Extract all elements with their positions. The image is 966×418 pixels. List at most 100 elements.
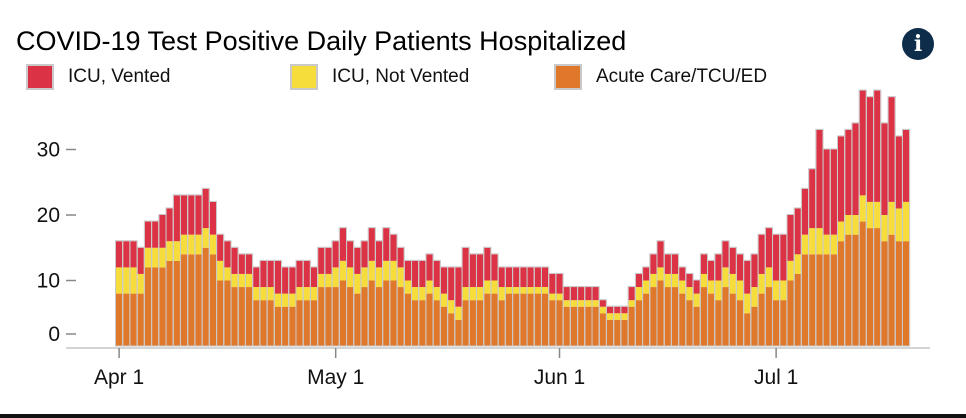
day-bar[interactable] [483, 246, 492, 347]
bar-segment-icu-not-vented[interactable] [491, 280, 498, 294]
day-bar[interactable] [634, 272, 644, 347]
bar-segment-icu-vented[interactable] [773, 234, 780, 281]
bar-segment-icu-not-vented[interactable] [289, 293, 296, 307]
bar-segment-icu-not-vented[interactable] [838, 221, 845, 242]
bar-segment-icu-vented[interactable] [144, 221, 152, 248]
day-bar[interactable] [353, 246, 362, 347]
bar-segment-icu-not-vented[interactable] [130, 267, 137, 294]
bar-segment-icu-not-vented[interactable] [563, 300, 570, 307]
bar-segment-acute-care[interactable] [484, 293, 491, 346]
bar-segment-icu-not-vented[interactable] [166, 241, 173, 261]
bar-segment-acute-care[interactable] [816, 254, 823, 346]
bar-segment-acute-care[interactable] [809, 254, 816, 346]
bar-segment-acute-care[interactable] [780, 300, 787, 346]
bar-segment-acute-care[interactable] [686, 300, 693, 346]
bar-segment-icu-not-vented[interactable] [347, 267, 354, 288]
day-bar[interactable] [620, 305, 629, 347]
bar-segment-icu-not-vented[interactable] [809, 228, 816, 255]
bar-segment-icu-vented[interactable] [859, 90, 866, 196]
legend-item-icu-vented[interactable]: ICU, Vented [26, 64, 170, 90]
bar-segment-icu-vented[interactable] [231, 247, 238, 274]
day-bar[interactable] [216, 233, 225, 347]
bar-segment-acute-care[interactable] [282, 306, 289, 346]
bar-segment-acute-care[interactable] [426, 293, 433, 346]
bar-segment-icu-not-vented[interactable] [585, 300, 592, 307]
bar-segment-icu-not-vented[interactable] [469, 287, 476, 301]
bar-segment-icu-not-vented[interactable] [686, 287, 693, 301]
bar-segment-icu-vented[interactable] [563, 287, 570, 301]
bar-segment-acute-care[interactable] [159, 267, 166, 346]
bar-segment-icu-not-vented[interactable] [144, 247, 152, 268]
day-bar[interactable] [346, 240, 355, 347]
bar-segment-icu-not-vented[interactable] [123, 267, 130, 294]
bar-segment-acute-care[interactable] [664, 287, 671, 346]
bar-segment-icu-not-vented[interactable] [188, 234, 195, 255]
bar-segment-acute-care[interactable] [671, 287, 679, 346]
bar-segment-acute-care[interactable] [578, 306, 585, 346]
bar-segment-icu-vented[interactable] [541, 267, 549, 288]
bar-segment-acute-care[interactable] [599, 313, 606, 346]
day-bar[interactable] [851, 122, 860, 347]
bar-segment-icu-vented[interactable] [809, 169, 816, 229]
bar-segment-icu-not-vented[interactable] [397, 267, 404, 288]
bar-segment-icu-vented[interactable] [253, 267, 260, 288]
bar-segment-acute-care[interactable] [643, 293, 650, 346]
bar-segment-icu-not-vented[interactable] [606, 313, 614, 320]
bar-segment-icu-not-vented[interactable] [859, 195, 866, 222]
bar-segment-icu-not-vented[interactable] [231, 273, 238, 288]
bar-segment-acute-care[interactable] [874, 228, 881, 346]
bar-segment-icu-vented[interactable] [440, 267, 448, 294]
bar-segment-icu-vented[interactable] [260, 260, 267, 288]
bar-segment-icu-not-vented[interactable] [448, 300, 455, 314]
day-bar[interactable] [822, 148, 831, 347]
bar-segment-icu-vented[interactable] [895, 136, 902, 209]
day-bar[interactable] [439, 266, 449, 347]
day-bar[interactable] [598, 299, 607, 347]
bar-segment-icu-not-vented[interactable] [505, 287, 513, 294]
day-bar[interactable] [288, 266, 297, 347]
bar-segment-acute-care[interactable] [477, 300, 484, 346]
bar-segment-acute-care[interactable] [635, 300, 643, 346]
bar-segment-acute-care[interactable] [253, 300, 260, 346]
bar-segment-icu-vented[interactable] [484, 247, 491, 281]
bar-segment-icu-not-vented[interactable] [643, 280, 650, 294]
day-bar[interactable] [115, 240, 124, 347]
bar-segment-acute-care[interactable] [217, 280, 224, 347]
day-bar[interactable] [136, 246, 145, 347]
bar-segment-acute-care[interactable] [592, 306, 599, 346]
bar-segment-acute-care[interactable] [801, 254, 809, 346]
bar-segment-icu-not-vented[interactable] [462, 287, 469, 301]
bar-segment-acute-care[interactable] [325, 287, 332, 346]
bar-segment-acute-care[interactable] [520, 293, 527, 346]
bar-segment-icu-not-vented[interactable] [628, 300, 635, 307]
bar-segment-icu-vented[interactable] [368, 228, 375, 261]
bar-segment-icu-vented[interactable] [866, 97, 874, 202]
bar-segment-acute-care[interactable] [318, 287, 325, 346]
bar-segment-icu-vented[interactable] [188, 195, 195, 235]
day-bar[interactable] [273, 259, 283, 347]
bar-segment-acute-care[interactable] [563, 306, 570, 346]
bar-segment-icu-not-vented[interactable] [433, 287, 440, 301]
day-bar[interactable] [194, 194, 203, 347]
day-bar[interactable] [605, 305, 615, 347]
bar-segment-icu-vented[interactable] [722, 241, 729, 268]
bar-segment-acute-care[interactable] [830, 254, 837, 346]
bar-segment-icu-vented[interactable] [426, 254, 433, 281]
bar-segment-icu-not-vented[interactable] [816, 228, 823, 255]
bar-segment-icu-not-vented[interactable] [751, 287, 758, 307]
bar-segment-icu-not-vented[interactable] [801, 234, 809, 255]
bar-segment-icu-not-vented[interactable] [361, 267, 368, 288]
bar-segment-acute-care[interactable] [838, 241, 845, 346]
bar-segment-acute-care[interactable] [708, 293, 715, 346]
bar-segment-icu-vented[interactable] [700, 254, 708, 274]
bar-segment-icu-vented[interactable] [621, 306, 628, 314]
bar-segment-icu-not-vented[interactable] [874, 201, 881, 229]
bar-segment-icu-not-vented[interactable] [700, 273, 708, 288]
bar-segment-icu-vented[interactable] [570, 287, 578, 301]
bar-segment-icu-vented[interactable] [643, 267, 650, 281]
bar-segment-icu-vented[interactable] [592, 287, 599, 301]
day-bar[interactable] [887, 96, 896, 347]
bar-segment-icu-not-vented[interactable] [570, 300, 578, 307]
bar-segment-icu-not-vented[interactable] [541, 287, 549, 294]
bar-segment-icu-vented[interactable] [325, 247, 332, 274]
